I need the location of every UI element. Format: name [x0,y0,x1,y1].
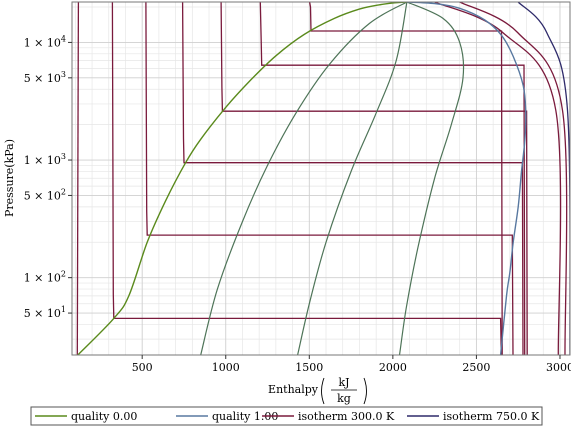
legend-label: quality 1.00 [212,410,278,423]
isotherm-line [181,2,524,355]
x-axis-ticks: 500 1000 1500 2000 2500 3000 [132,355,571,374]
y-axis-title: Pressure(kPa) [3,139,16,217]
series-group [76,2,570,355]
x-tick-label: 1500 [295,361,323,374]
y-axis-ticks: 5 × 101 1 × 102 5 × 102 1 × 103 5 × 103 1 × 1… [24,34,72,320]
legend-label: isotherm 300.0 K [298,410,395,423]
legend: quality 0.00 quality 1.00 isotherm 300.0 K… [30,406,543,426]
x-tick-label: 1000 [212,361,240,374]
x-axis-paren [321,377,367,405]
y-axis-paren-close: ) [3,139,16,143]
y-tick-label: 5 × 101 [24,305,66,320]
isotherm-line [259,2,526,355]
y-axis-title-unit: kPa [3,143,16,164]
legend-items: quality 0.00 quality 1.00 isotherm 300.0 K… [35,410,540,423]
quality-line [398,2,465,355]
isotherm-supercritical-line [459,2,568,355]
y-tick-label: 1 × 103 [24,152,66,167]
quality-1-line [406,2,527,355]
x-axis-unit-num: kJ [338,376,349,389]
y-tick-label: 5 × 102 [24,187,66,202]
x-tick-label: 3000 [546,361,571,374]
y-tick-label: 1 × 104 [24,34,66,49]
y-axis-paren-open: ( [3,163,16,167]
isotherm-line [76,2,80,355]
quality-line [297,2,408,355]
svg-text:Pressure(kPa): Pressure(kPa) [3,139,16,217]
y-tick-label: 5 × 103 [24,70,66,85]
x-tick-label: 2500 [462,361,490,374]
x-tick-label: 500 [132,361,153,374]
quality-line [200,2,408,355]
grid-major [72,2,570,355]
legend-label: quality 0.00 [71,410,137,423]
y-axis-title-prefix: Pressure [3,168,16,217]
y-tick-label: 1 × 102 [24,270,66,285]
grid-minor [72,2,570,355]
plot-frame [71,1,571,356]
isotherm-supercritical-line [434,2,562,355]
x-axis-unit-den: kg [337,392,351,405]
isotherm-line [145,2,514,355]
quality-0-line [77,2,407,355]
x-axis-title: Enthalpy kJ kg [268,376,367,405]
legend-label: isotherm 750.0 K [443,410,540,423]
isotherm-supercritical-line [517,2,570,355]
x-tick-label: 2000 [379,361,407,374]
x-axis-title-prefix: Enthalpy [268,383,319,396]
